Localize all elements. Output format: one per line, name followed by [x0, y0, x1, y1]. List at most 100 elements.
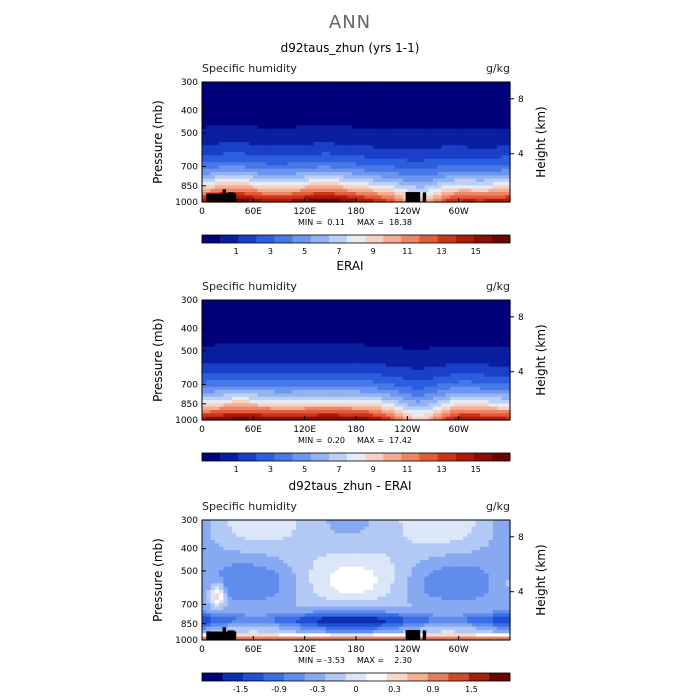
field-cell — [360, 380, 366, 384]
field-cell — [266, 370, 272, 374]
field-cell — [317, 148, 323, 153]
field-cell — [347, 98, 353, 103]
field-cell — [420, 125, 426, 130]
field-cell — [394, 112, 400, 116]
field-cell — [214, 416, 220, 421]
field-cell — [441, 370, 447, 374]
field-cell — [283, 182, 289, 186]
field-cell — [364, 413, 370, 418]
field-cell — [274, 340, 280, 344]
field-cell — [407, 340, 413, 344]
field-cell — [480, 115, 485, 120]
field-cell — [338, 182, 344, 186]
field-cell — [347, 380, 353, 384]
field-cell — [261, 188, 267, 193]
field-cell — [240, 313, 246, 318]
field-cell — [403, 138, 408, 143]
field-cell — [462, 102, 468, 106]
field-cell — [338, 343, 344, 348]
field-cell — [279, 356, 284, 361]
field-cell — [330, 376, 336, 381]
field-cell — [480, 172, 485, 176]
field-cell — [287, 366, 293, 371]
field-cell — [411, 82, 417, 86]
field-cell — [274, 88, 280, 93]
field-cell — [227, 102, 233, 106]
field-cell — [368, 353, 374, 358]
field-cell — [377, 373, 383, 378]
field-cell — [505, 185, 511, 190]
field-cell — [428, 380, 434, 384]
field-cell — [214, 390, 220, 394]
field-cell — [385, 122, 391, 126]
field-cell — [283, 132, 289, 136]
field-cell — [428, 165, 434, 170]
field-cell — [381, 383, 387, 388]
field-cell — [330, 410, 336, 414]
field-cell — [291, 400, 297, 404]
field-cell — [304, 118, 310, 123]
field-cell — [330, 108, 336, 113]
field-cell — [330, 340, 336, 344]
field-cell — [428, 112, 434, 116]
field-cell — [223, 390, 229, 394]
field-cell — [407, 132, 413, 136]
field-cell — [283, 393, 289, 398]
field-cell — [308, 383, 314, 388]
field-cell — [351, 403, 357, 408]
field-cell — [403, 323, 408, 328]
field-cell — [347, 158, 353, 163]
field-cell — [394, 148, 400, 153]
field-cell — [441, 353, 447, 358]
field-cell — [283, 346, 289, 351]
field-cell — [497, 145, 503, 150]
field-cell — [467, 353, 473, 358]
field-cell — [244, 182, 250, 186]
field-cell — [360, 188, 366, 193]
field-cell — [291, 376, 297, 381]
field-cell — [270, 373, 276, 378]
field-cell — [313, 410, 319, 414]
field-cell — [454, 333, 460, 338]
field-cell — [287, 92, 293, 96]
field-cell — [458, 138, 464, 143]
field-cell — [214, 138, 220, 143]
field-cell — [373, 343, 378, 348]
field-cell — [360, 366, 366, 371]
field-cell — [403, 336, 408, 341]
field-cell — [360, 118, 366, 123]
field-cell — [210, 390, 216, 394]
field-cell — [420, 373, 426, 378]
field-cell — [270, 198, 276, 203]
field-cell — [385, 125, 391, 130]
field-cell — [428, 396, 434, 401]
field-cell — [240, 416, 246, 421]
field-cell — [497, 95, 503, 100]
field-cell — [467, 376, 473, 381]
field-cell — [420, 115, 426, 120]
field-cell — [304, 376, 310, 381]
field-cell — [505, 182, 511, 186]
field-cell — [334, 310, 340, 314]
field-cell — [488, 112, 494, 116]
field-cell — [394, 326, 400, 331]
field-cell — [206, 138, 212, 143]
field-cell — [381, 128, 387, 133]
field-cell — [467, 313, 473, 318]
field-cell — [231, 105, 237, 110]
field-cell — [304, 115, 310, 120]
field-cell — [261, 400, 267, 404]
field-cell — [313, 380, 319, 384]
field-cell — [334, 88, 340, 93]
field-cell — [420, 135, 426, 140]
field-cell — [428, 360, 434, 364]
field-cell — [223, 102, 229, 106]
field-cell — [291, 353, 297, 358]
field-cell — [321, 105, 327, 110]
field-cell — [206, 366, 212, 371]
field-cell — [415, 178, 421, 183]
field-cell — [257, 300, 263, 304]
field-cell — [398, 370, 404, 374]
field-cell — [347, 192, 353, 196]
field-cell — [227, 356, 233, 361]
